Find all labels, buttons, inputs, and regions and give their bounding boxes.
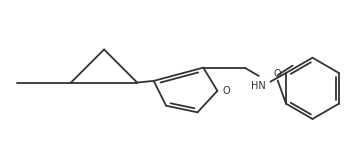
Text: O: O	[274, 69, 282, 79]
Text: O: O	[222, 86, 230, 96]
Text: HN: HN	[251, 81, 266, 91]
